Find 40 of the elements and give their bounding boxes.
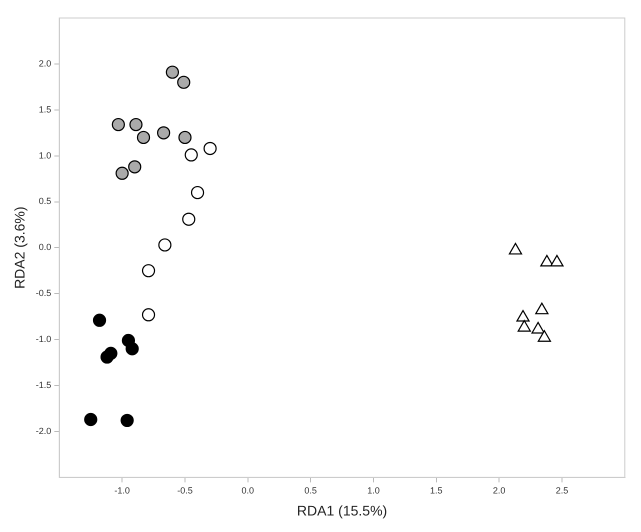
y-tick-label: 1.5 [38, 104, 52, 114]
point [142, 264, 156, 278]
y-tick-label: 1.0 [38, 150, 52, 160]
point [129, 118, 143, 132]
point [204, 142, 217, 156]
x-tick-label: 0.5 [304, 485, 317, 496]
point [84, 412, 98, 426]
point [177, 76, 190, 89]
point [126, 342, 139, 356]
x-tick-label: 1.0 [367, 485, 380, 496]
point [182, 212, 196, 226]
y-tick-label: 2.0 [38, 58, 52, 68]
point [92, 314, 106, 327]
point [128, 160, 142, 174]
point [158, 238, 172, 252]
point [190, 186, 204, 200]
y-axis-title: RDA2 (3.6%) [11, 206, 28, 289]
point [120, 414, 134, 428]
point [112, 118, 125, 132]
point [116, 166, 129, 180]
point [100, 350, 114, 364]
x-tick-label: -0.5 [177, 485, 193, 496]
point [157, 126, 170, 140]
point [136, 130, 150, 144]
x-tick-label: 2.0 [492, 485, 506, 496]
y-tick-label: -2.0 [36, 426, 52, 436]
y-tick-label: -0.5 [36, 288, 52, 298]
point [178, 130, 192, 144]
point [142, 308, 156, 322]
x-tick-label: -1.0 [114, 485, 130, 496]
y-tick-label: -1.5 [36, 380, 52, 390]
x-tick-label: 1.5 [430, 485, 443, 496]
x-axis-title: RDA1 (15.5%) [296, 502, 388, 518]
y-tick-label: -1.0 [36, 334, 52, 344]
x-tick-label: 0.0 [242, 485, 254, 496]
point [166, 66, 180, 79]
y-tick-label: 0.0 [38, 242, 52, 252]
x-tick-label: 2.5 [556, 485, 568, 496]
y-tick-label: 0.5 [38, 196, 52, 206]
point [184, 148, 198, 162]
